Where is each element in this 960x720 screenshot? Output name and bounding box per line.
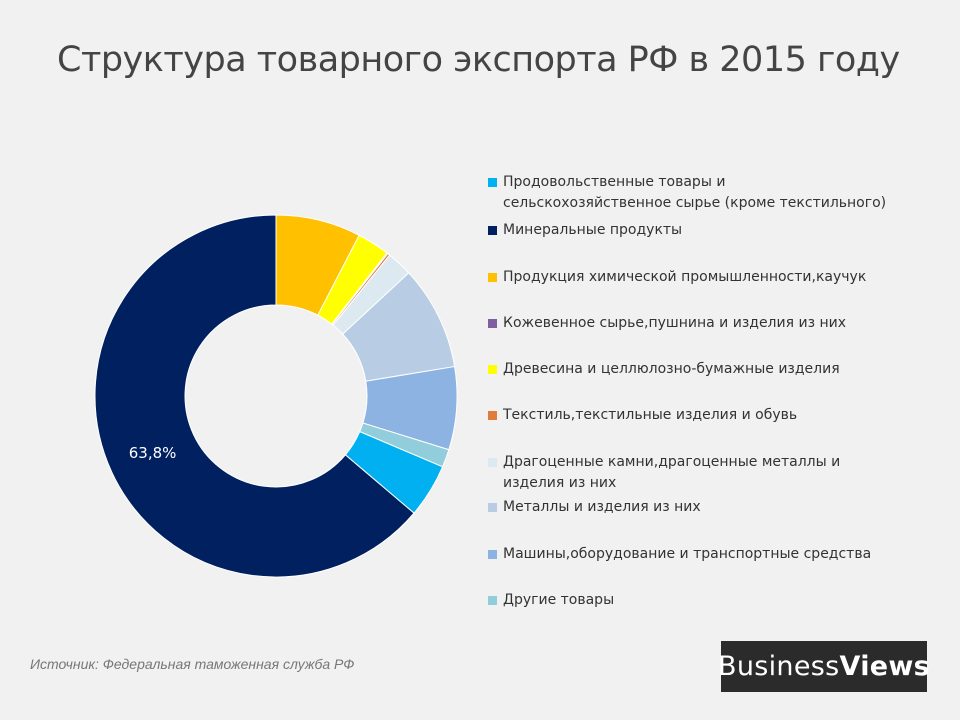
legend-swatch-precious xyxy=(488,458,497,467)
legend-label-machinery: Машины,оборудование и транспортные средс… xyxy=(503,546,872,562)
legend-item-chemicals: Продукция химической промышленности,кауч… xyxy=(488,267,888,288)
logo-text-business: Business xyxy=(718,651,840,682)
legend-swatch-wood xyxy=(488,365,497,374)
legend-label-other: Другие товары xyxy=(503,592,615,608)
legend-swatch-leather xyxy=(488,319,497,328)
legend-swatch-other xyxy=(488,596,497,605)
legend-label-leather: Кожевенное сырье,пушнина и изделия из ни… xyxy=(503,315,846,331)
legend-item-precious: Драгоценные камни,драгоценные металлы и … xyxy=(488,452,888,494)
legend-swatch-textile xyxy=(488,411,497,420)
legend-swatch-minerals xyxy=(488,226,497,235)
legend-label-food: Продовольственные товары и сельскохозяйс… xyxy=(503,174,887,211)
businessviews-logo: Business Views xyxy=(718,641,930,692)
legend-swatch-chemicals xyxy=(488,273,497,282)
legend-item-food: Продовольственные товары и сельскохозяйс… xyxy=(488,172,888,214)
chart-title: Структура товарного экспорта РФ в 2015 г… xyxy=(57,40,900,80)
legend-item-leather: Кожевенное сырье,пушнина и изделия из ни… xyxy=(488,313,888,334)
legend-item-wood: Древесина и целлюлозно-бумажные изделия xyxy=(488,359,888,380)
legend-label-textile: Текстиль,текстильные изделия и обувь xyxy=(503,407,798,423)
logo-text-views: Views xyxy=(839,651,930,682)
legend-label-wood: Древесина и целлюлозно-бумажные изделия xyxy=(503,361,840,377)
data-label-minerals: 63,8% xyxy=(129,444,177,462)
legend-swatch-machinery xyxy=(488,550,497,559)
legend-item-metals: Металлы и изделия из них xyxy=(488,497,888,518)
legend-label-precious: Драгоценные камни,драгоценные металлы и … xyxy=(503,454,841,491)
legend-item-minerals: Минеральные продукты xyxy=(488,220,888,241)
legend-swatch-food xyxy=(488,178,497,187)
legend-label-metals: Металлы и изделия из них xyxy=(503,499,701,515)
legend-label-minerals: Минеральные продукты xyxy=(503,222,683,238)
legend-label-chemicals: Продукция химической промышленности,кауч… xyxy=(503,269,867,285)
donut-slice-minerals xyxy=(94,214,415,578)
source-note: Источник: Федеральная таможенная служба … xyxy=(30,656,355,672)
legend-swatch-metals xyxy=(488,503,497,512)
legend-item-other: Другие товары xyxy=(488,590,888,611)
legend-item-machinery: Машины,оборудование и транспортные средс… xyxy=(488,544,888,565)
legend-item-textile: Текстиль,текстильные изделия и обувь xyxy=(488,405,888,426)
